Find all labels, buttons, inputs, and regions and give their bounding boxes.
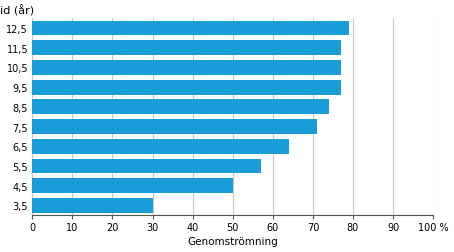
Bar	[32, 179, 233, 193]
Bar	[32, 198, 153, 213]
Bar	[32, 139, 289, 154]
Bar	[32, 159, 261, 174]
Text: Studietid (år): Studietid (år)	[0, 6, 35, 17]
Bar	[32, 120, 317, 135]
X-axis label: Genomströmning: Genomströmning	[188, 237, 278, 246]
Bar	[32, 21, 349, 36]
Bar	[32, 80, 341, 95]
Bar	[32, 61, 341, 76]
Bar	[32, 41, 341, 56]
Bar	[32, 100, 329, 115]
